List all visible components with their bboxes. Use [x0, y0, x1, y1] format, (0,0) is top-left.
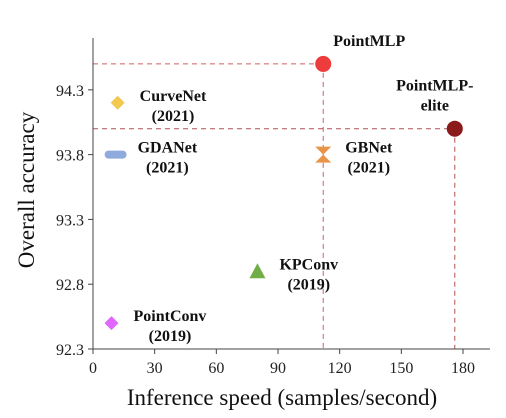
curvenet-year-label: (2021): [152, 108, 195, 125]
gbnet-marker: [315, 146, 332, 163]
kpconv-label: KPConv: [279, 256, 338, 273]
point-labels: PointMLP PointMLP-elite CurveNet (2021) GDAN…: [134, 33, 474, 345]
x-tick-label: 0: [89, 360, 97, 377]
x-tick-label: 120: [328, 360, 352, 377]
y-tick-label: 93.3: [56, 212, 84, 229]
y-tick-label: 93.8: [56, 148, 84, 165]
pointmlp-label-line2: elite: [421, 98, 449, 115]
x-tick-label: 60: [208, 360, 224, 377]
y-axis-ticks: 92.3 92.8 93.3 93.8 94.3: [56, 83, 93, 359]
x-tick-label: 90: [270, 360, 286, 377]
pointmlp-label: PointMLP-: [396, 78, 473, 95]
y-tick-label: 92.3: [56, 342, 84, 359]
x-tick-label: 180: [451, 360, 475, 377]
x-axis-title: Inference speed (samples/second): [127, 385, 437, 410]
curvenet-label: CurveNet: [140, 88, 207, 105]
x-tick-label: 30: [147, 360, 163, 377]
curvenet-marker: [110, 95, 125, 110]
x-tick-label: 150: [389, 360, 413, 377]
y-tick-label: 94.3: [56, 83, 84, 100]
y-axis-title: Overall accuracy: [14, 111, 39, 268]
gdanet-year-label: (2021): [146, 160, 189, 177]
pointconv-marker: [104, 316, 119, 331]
pointmlp-marker: [446, 120, 463, 137]
kpconv-marker: [249, 263, 266, 279]
gdanet-label: GDANet: [138, 140, 198, 157]
y-tick-label: 92.8: [56, 277, 84, 294]
reference-lines: [93, 63, 456, 349]
pointconv-year-label: (2019): [149, 328, 192, 345]
x-axis-ticks: 0 30 60 90 120 150 180: [89, 349, 475, 377]
kpconv-year-label: (2019): [287, 276, 330, 293]
gbnet-year-label: (2021): [347, 160, 390, 177]
gbnet-label: GBNet: [345, 140, 393, 157]
pointmlp-marker: [315, 55, 332, 72]
data-points: [104, 55, 463, 331]
pointconv-label: PointConv: [134, 308, 207, 325]
pointmlp-label: PointMLP: [333, 33, 405, 50]
gdanet-marker: [104, 150, 127, 159]
